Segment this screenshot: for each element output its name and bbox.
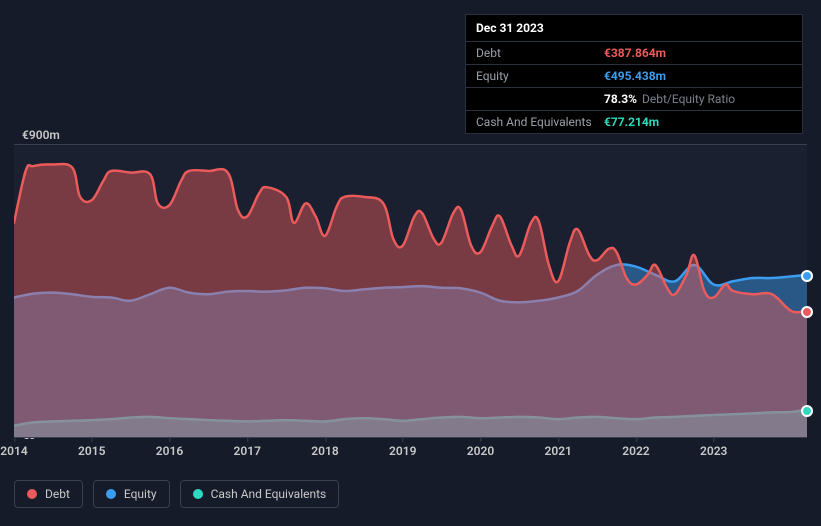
legend-swatch [27, 489, 37, 499]
x-axis: 2014201520162017201820192020202120222023 [14, 444, 807, 468]
legend-swatch [193, 489, 203, 499]
legend-label: Equity [124, 487, 157, 501]
tooltip-value: 78.3%Debt/Equity Ratio [604, 92, 735, 106]
tooltip-row: Cash And Equivalents€77.214m [466, 111, 802, 133]
legend-label: Cash And Equivalents [211, 487, 327, 501]
series-end-marker [801, 306, 813, 318]
legend-item[interactable]: Debt [14, 480, 83, 508]
y-axis-label-max: €900m [22, 128, 60, 142]
legend-item[interactable]: Cash And Equivalents [180, 480, 340, 508]
tooltip-label: Debt [476, 46, 604, 60]
x-axis-tick: 2022 [622, 444, 649, 458]
legend-swatch [106, 489, 116, 499]
tooltip-label [476, 92, 604, 106]
chart-tooltip: Dec 31 2023 Debt€387.864mEquity€495.438m… [465, 14, 803, 134]
x-axis-tick: 2014 [0, 444, 27, 458]
tooltip-row: 78.3%Debt/Equity Ratio [466, 88, 802, 111]
tooltip-label: Cash And Equivalents [476, 115, 604, 129]
series-end-marker [801, 270, 813, 282]
tooltip-value: €495.438m [604, 69, 666, 83]
tooltip-row: Debt€387.864m [466, 42, 802, 65]
x-axis-tick: 2023 [700, 444, 727, 458]
tooltip-value: €387.864m [604, 46, 666, 60]
x-axis-tick: 2015 [78, 444, 105, 458]
series-end-marker [801, 405, 813, 417]
x-axis-tick: 2021 [544, 444, 571, 458]
legend-label: Debt [45, 487, 70, 501]
tooltip-date: Dec 31 2023 [466, 15, 802, 42]
x-axis-tick: 2017 [234, 444, 261, 458]
tooltip-row: Equity€495.438m [466, 65, 802, 88]
tooltip-label: Equity [476, 69, 604, 83]
x-axis-tick: 2016 [156, 444, 183, 458]
x-axis-tick: 2020 [467, 444, 494, 458]
series-area [14, 164, 807, 437]
chart-plot-area[interactable] [14, 144, 807, 438]
legend-item[interactable]: Equity [93, 480, 170, 508]
tooltip-value: €77.214m [604, 115, 659, 129]
x-axis-tick: 2019 [389, 444, 416, 458]
chart-legend: Debt Equity Cash And Equivalents [14, 480, 339, 508]
tooltip-suffix: Debt/Equity Ratio [642, 92, 735, 106]
x-axis-tick: 2018 [311, 444, 338, 458]
